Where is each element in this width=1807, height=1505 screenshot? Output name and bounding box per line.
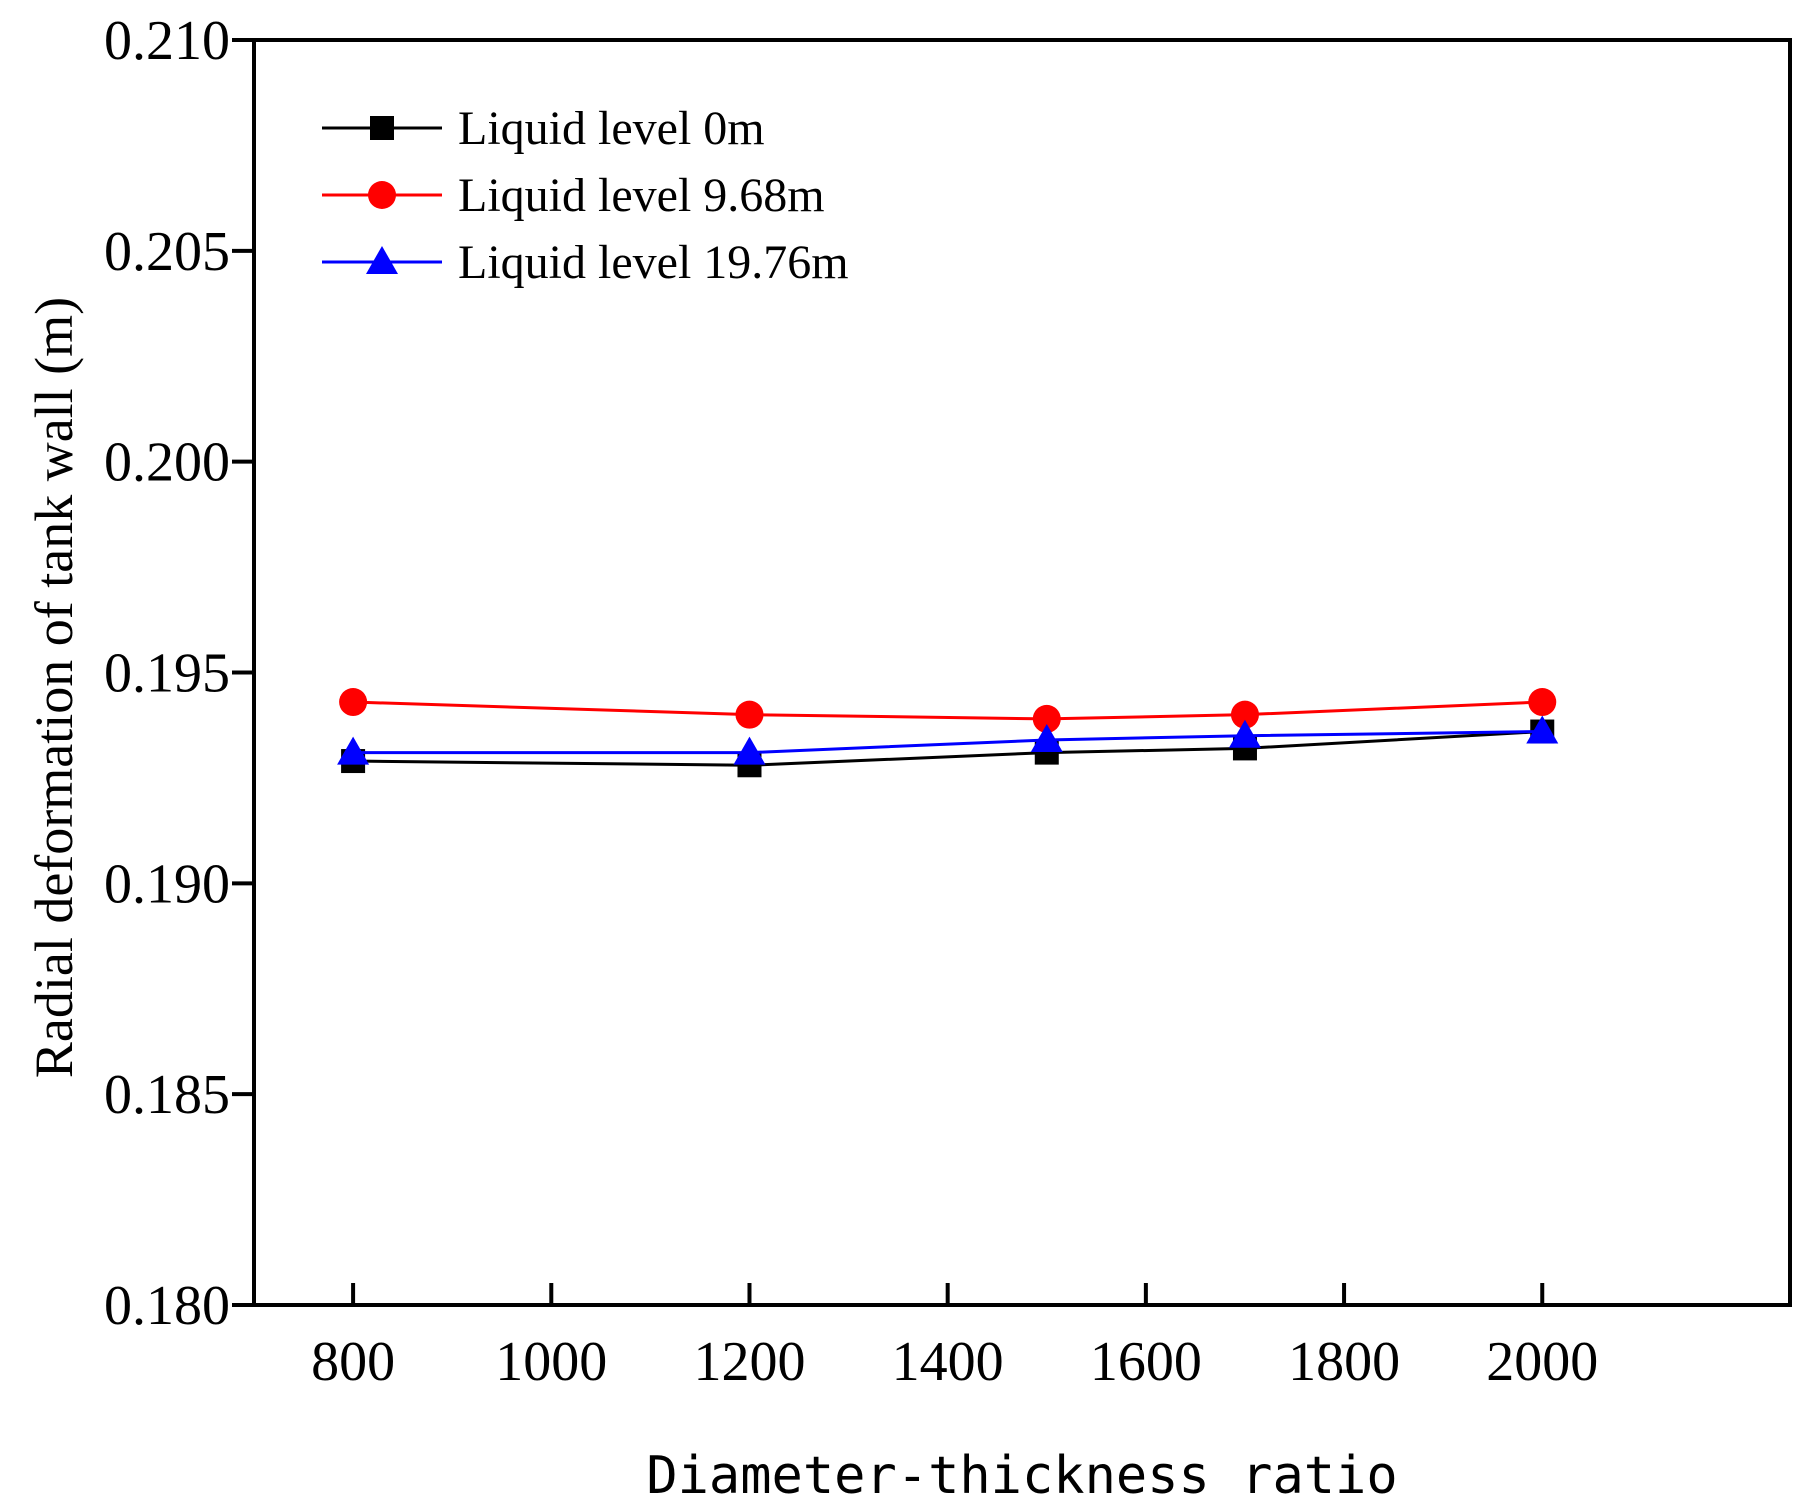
data-point bbox=[339, 688, 368, 717]
x-tick-label: 2000 bbox=[1486, 1331, 1598, 1393]
plot-series bbox=[337, 688, 1559, 778]
legend-marker bbox=[368, 181, 396, 209]
data-point bbox=[1526, 715, 1559, 744]
data-point bbox=[1528, 688, 1557, 717]
data-point bbox=[337, 736, 370, 765]
x-tick-label: 1400 bbox=[892, 1331, 1004, 1393]
y-tick-label: 0.200 bbox=[104, 432, 230, 494]
plot-area-frame bbox=[252, 38, 1792, 1307]
legend-item-2: Liquid level 19.76m bbox=[322, 236, 849, 289]
y-axis-title: Radial deformation of tank wall (m) bbox=[24, 297, 84, 1078]
data-point bbox=[1230, 700, 1259, 729]
legend-marker bbox=[366, 246, 398, 274]
legend-label: Liquid level 9.68m bbox=[458, 169, 825, 222]
y-tick-label: 0.195 bbox=[104, 643, 230, 705]
legend-marker bbox=[370, 116, 394, 140]
legend-item-0: Liquid level 0m bbox=[322, 102, 765, 155]
x-tick-label: 1600 bbox=[1090, 1331, 1202, 1393]
series-1 bbox=[339, 688, 1557, 733]
series-line-0 bbox=[353, 730, 1543, 767]
y-tick-label: 0.180 bbox=[104, 1275, 230, 1337]
y-tick-label: 0.185 bbox=[104, 1064, 230, 1126]
data-point bbox=[733, 736, 766, 765]
x-tick-label: 800 bbox=[311, 1331, 395, 1393]
x-axis-ticks: 800 1000 1200 1400 1600 1800 2000 bbox=[311, 1283, 1598, 1393]
legend-label: Liquid level 0m bbox=[458, 102, 765, 155]
y-tick-label: 0.190 bbox=[104, 853, 230, 915]
series-0 bbox=[341, 719, 1555, 778]
x-tick-label: 1800 bbox=[1288, 1331, 1400, 1393]
x-tick-label: 1000 bbox=[495, 1331, 607, 1393]
y-axis-ticks: 0.180 0.185 0.190 0.195 0.200 0.205 0.210 bbox=[104, 10, 254, 1337]
data-point bbox=[1030, 723, 1063, 752]
legend-item-1: Liquid level 9.68m bbox=[322, 169, 825, 222]
x-tick-label: 1200 bbox=[693, 1331, 805, 1393]
x-axis-title: Diameter-thickness ratio bbox=[646, 1446, 1397, 1505]
y-tick-label: 0.205 bbox=[104, 221, 230, 283]
data-point bbox=[1032, 704, 1061, 733]
data-point bbox=[735, 700, 764, 729]
y-tick-label: 0.210 bbox=[104, 10, 230, 72]
series-line-1 bbox=[353, 700, 1543, 721]
legend-label: Liquid level 19.76m bbox=[458, 236, 849, 289]
data-point bbox=[1228, 719, 1261, 748]
series-2 bbox=[337, 715, 1559, 765]
legend: Liquid level 0m Liquid level 9.68m Liquid … bbox=[322, 102, 849, 289]
